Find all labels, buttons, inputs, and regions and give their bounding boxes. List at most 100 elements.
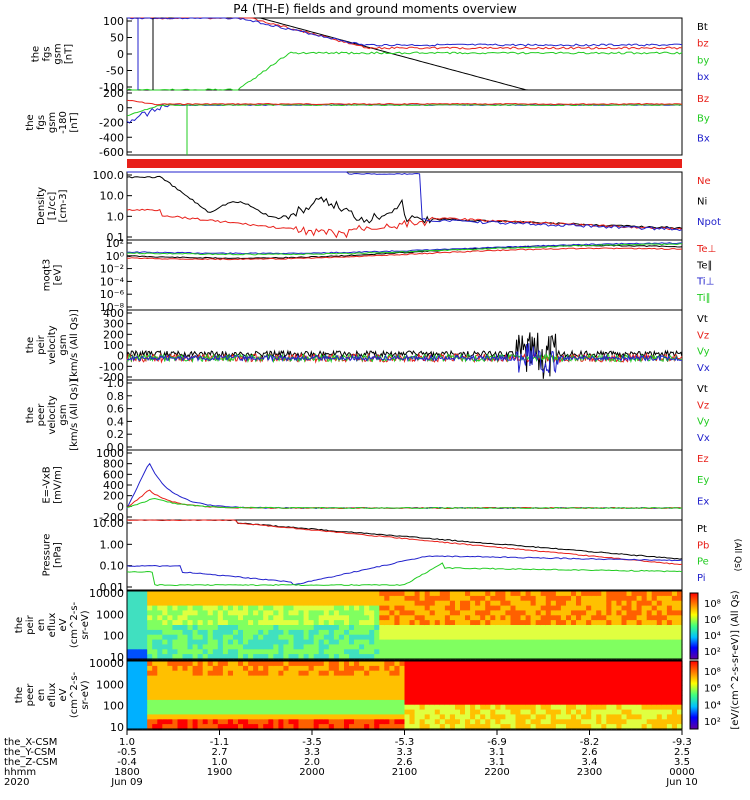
legend-Ni: Ni [697, 197, 707, 208]
legend-Te∥: Te∥ [696, 260, 713, 271]
peer-spectro-cell [212, 680, 219, 686]
spectro-frame [126, 660, 683, 730]
peer-spectro-cell [626, 714, 633, 720]
peer-spectro-cell [172, 709, 178, 716]
peer-spectro-cell [238, 709, 244, 716]
peir-spectro-cell [374, 600, 380, 607]
peer-spectro-cell [525, 699, 532, 706]
peir-spectro-cell [157, 615, 163, 621]
peir-spectro-cell [278, 610, 284, 616]
peir-spectro-cell [641, 595, 648, 602]
peer-spectro-cell [500, 665, 506, 672]
peir-spectro-cell [248, 600, 254, 607]
peer-spectro-cell [596, 714, 602, 720]
peer-spectro-cell [671, 675, 678, 682]
peer-spectro-cell [444, 661, 451, 667]
peir-spectro-cell [480, 605, 486, 612]
peir-spectro-cell [586, 644, 592, 650]
peir-spectro-cell [510, 620, 517, 626]
peer-spectro-cell [455, 690, 461, 696]
peer-spectro-cell [439, 695, 446, 701]
ytick-label: 100.0 [93, 169, 125, 182]
peir-spectro-cell [147, 620, 153, 626]
colorbar-tick: 10² [704, 717, 721, 728]
peer-spectro-cell [197, 699, 204, 706]
ylabel-line: E=-VxB [42, 466, 53, 503]
peer-spectro-cell [671, 661, 678, 667]
peir-spectro-cell [207, 644, 214, 650]
peir-spectro-cell [586, 605, 592, 612]
peer-spectro-cell [157, 690, 163, 696]
peir-spectro-cell [485, 629, 491, 636]
peer-spectro-cell [288, 699, 295, 706]
peir-spectro-cell [172, 595, 178, 602]
peer-spectro-cell [566, 675, 572, 682]
peer-spectro-cell [566, 724, 572, 730]
peer-spectro-cell [182, 724, 189, 730]
peir-spectro-cell [303, 639, 310, 646]
peir-spectro-cell [344, 610, 350, 616]
peer-spectro-cell [248, 709, 254, 716]
peer-spectro-cell [137, 709, 143, 716]
peir-spectro-cell [535, 605, 542, 612]
peir-spectro-cell [278, 620, 284, 626]
peer-spectro-cell [399, 670, 406, 677]
peer-spectro-cell [384, 665, 390, 672]
peer-spectro-cell [323, 675, 330, 682]
peir-spectro-cell [202, 625, 209, 631]
peer-spectro-cell [535, 670, 542, 677]
peer-spectro-cell [419, 665, 426, 672]
peir-spectro-cell [338, 639, 345, 646]
peer-spectro-cell [157, 665, 163, 672]
peir-spectro-cell [263, 595, 269, 602]
peer-spectro-cell [162, 690, 168, 696]
peer-spectro-cell [560, 724, 567, 730]
peer-spectro-cell [641, 719, 648, 725]
peer-spectro-cell [399, 709, 406, 716]
peir-spectro-cell [540, 654, 547, 660]
peir-spectro-cell [243, 610, 249, 616]
peir-spectro-cell [354, 625, 360, 631]
peer-spectro-cell [596, 675, 602, 682]
peer-spectro-cell [147, 685, 153, 691]
peir-spectro-cell [495, 644, 501, 650]
peir-spectro-cell [566, 625, 572, 631]
peer-spectro-cell [555, 709, 562, 716]
peer-spectro-cell [313, 724, 320, 730]
peer-spectro-cell [530, 661, 537, 667]
peir-spectro-cell [641, 639, 648, 646]
peir-spectro-cell [308, 591, 315, 597]
peer-spectro-cell [455, 661, 461, 667]
peir-spectro-cell [636, 654, 643, 660]
peir-spectro-cell [495, 610, 501, 616]
peir-spectro-cell [202, 649, 209, 655]
peer-spectro-cell [207, 670, 214, 677]
peer-spectro-cell [263, 704, 269, 711]
peir-spectro-cell [328, 615, 335, 621]
peir-spectro-cell [515, 639, 522, 646]
peer-spectro-cell [132, 675, 138, 682]
peer-spectro-cell [222, 695, 229, 701]
peir-spectro-cell [374, 625, 380, 631]
peer-spectro-cell [313, 670, 320, 677]
peer-spectro-cell [202, 699, 209, 706]
peir-spectro-cell [283, 634, 289, 641]
peir-spectro-cell [591, 625, 597, 631]
peir-spectro-cell [127, 654, 133, 660]
peir-spectro-cell [661, 620, 668, 626]
peir-spectro-cell [434, 591, 441, 597]
peir-spectro-cell [152, 654, 158, 660]
peir-spectro-cell [520, 644, 527, 650]
peer-spectro-cell [530, 685, 537, 691]
peer-spectro-cell [268, 695, 274, 701]
peir-spectro-cell [576, 600, 582, 607]
peir-spectro-cell [490, 625, 496, 631]
peer-spectro-cell [485, 699, 491, 706]
peir-spectro-cell [626, 625, 633, 631]
series-Ey [126, 497, 683, 510]
peir-spectro-cell [444, 629, 451, 636]
peir-spectro-cell [364, 600, 370, 607]
peir-spectro-cell [424, 605, 431, 612]
peir-spectro-cell [505, 639, 511, 646]
ytick-label: 0.1 [107, 231, 125, 244]
